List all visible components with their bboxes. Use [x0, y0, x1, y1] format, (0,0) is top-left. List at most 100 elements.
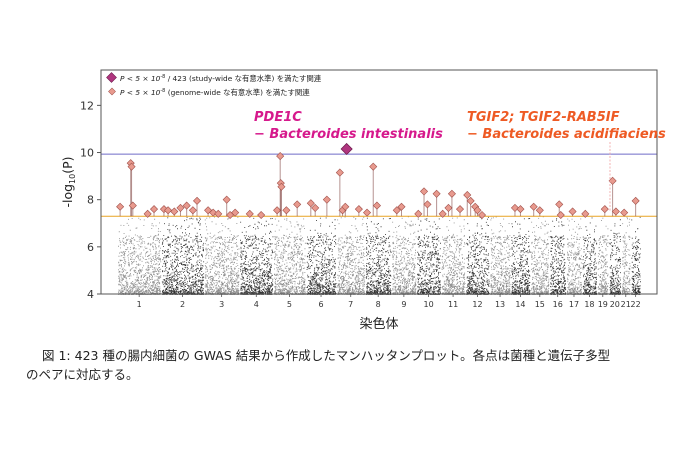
chromosome-13-points [490, 216, 511, 295]
genome-wide-hit-point [555, 200, 564, 209]
x-tick-label-chr-2: 2 [180, 300, 185, 309]
genome-wide-hit-stem [533, 209, 535, 217]
genome-wide-hit-point [477, 210, 487, 220]
genome-wide-hit-stem [131, 169, 133, 217]
legend-label-genome-wide: P < 5 × 10-8 (genome-wide な有意水準) を満たす関連 [120, 88, 310, 97]
genome-wide-hit-stem [401, 209, 403, 217]
genome-wide-hit-point [159, 205, 168, 214]
genome-wide-hit-stem [326, 202, 328, 217]
threshold-layer [101, 153, 657, 217]
genome-wide-hit-point [164, 206, 173, 215]
chromosome-20-points [609, 219, 622, 295]
y-tick-label: 8 [87, 194, 94, 207]
x-tick-label-chr-14: 14 [515, 300, 525, 309]
genome-wide-hit-stem [276, 213, 278, 217]
genome-wide-hit-stem [179, 210, 181, 217]
genome-wide-hit-stem [376, 208, 378, 217]
y-axis-title: -log10(P) [60, 156, 77, 207]
x-tick-label-chr-6: 6 [318, 300, 323, 309]
plot-frame [100, 69, 658, 295]
chromosome-17-points [566, 218, 582, 295]
x-tick-label-chr-20: 20 [610, 300, 620, 309]
chromosome-8-points [365, 217, 392, 295]
genome-wide-hit-stem [196, 203, 198, 217]
genome-wide-hit-point [455, 205, 465, 214]
chromosome-5-points [274, 218, 306, 295]
genome-wide-hit-stem [296, 207, 298, 217]
hits-layer [116, 142, 640, 220]
x-tick-label-chr-8: 8 [376, 300, 381, 309]
genome-wide-hit-stem [192, 213, 194, 217]
genome-wide-hit-stem [519, 212, 521, 217]
y-tick-label: 12 [80, 99, 94, 112]
genome-wide-hit-point [222, 195, 231, 204]
legend-marker-study-wide [106, 72, 117, 83]
genome-wide-hit-point [432, 189, 441, 198]
figure-caption: 図 1: 423 種の腸内細菌の GWAS 結果から作成したマンハッタンプロット… [26, 346, 656, 384]
genome-wide-hit-point [182, 201, 191, 210]
genome-wide-hit-stem [476, 213, 478, 217]
genome-wide-hit-stem [474, 209, 476, 217]
genome-wide-hit-point [176, 203, 185, 212]
genome-wide-hit-point [192, 196, 202, 205]
chromosome-14-points [511, 218, 531, 295]
genome-wide-hit-point [568, 207, 577, 216]
genome-wide-hit-point [276, 152, 285, 161]
y-tick-label: 4 [87, 288, 94, 301]
chromosome-21-points [621, 216, 631, 295]
genome-wide-hit-point [444, 203, 453, 212]
genome-wide-hit-point [170, 207, 179, 216]
genome-wide-hit-point [620, 208, 629, 217]
x-tick-label-chr-17: 17 [569, 300, 579, 309]
caption-line-1: 図 1: 423 種の腸内細菌の GWAS 結果から作成したマンハッタンプロット… [42, 348, 611, 363]
chromosome-11-points [441, 217, 466, 295]
genome-wide-hit-stem [163, 212, 165, 217]
genome-wide-hit-stem [153, 212, 155, 217]
genome-wide-hit-point [581, 209, 590, 218]
genome-wide-hit-stem [132, 208, 134, 217]
legend: P < 5 × 10-8 / 423 (study-wide な有意水準) を満… [106, 72, 322, 97]
x-tick-label-chr-5: 5 [287, 300, 292, 309]
study-wide-hit-point [340, 142, 353, 156]
chromosome-15-points [531, 216, 550, 295]
genome-wide-hit-point [322, 195, 331, 204]
genome-wide-hit-stem [310, 206, 312, 217]
genome-wide-hit-stem [451, 196, 453, 217]
genome-wide-hit-stem [539, 213, 541, 217]
genome-wide-hit-point [311, 203, 320, 212]
genome-wide-hit-point [369, 162, 378, 171]
genome-wide-hit-point [611, 207, 620, 216]
annotation-tgif2: TGIF2; TGIF2-RAB5IF − Bacteroides acidif… [467, 110, 666, 142]
genome-wide-hit-stem [635, 203, 637, 217]
chromosome-22-points [631, 216, 641, 295]
genome-wide-hit-stem [436, 196, 438, 217]
genome-wide-hit-point [231, 208, 240, 217]
chromosome-4-points [240, 216, 274, 295]
genome-wide-hit-point [608, 176, 617, 185]
genome-wide-hit-point [516, 205, 525, 214]
chromosome-3-points [204, 216, 240, 295]
genome-wide-hit-stem [207, 213, 209, 217]
x-tick-label-chr-12: 12 [472, 300, 482, 309]
annotation-pde1c-gene: PDE1C [254, 110, 302, 125]
genome-wide-hit-point [149, 205, 159, 214]
genome-wide-hit-stem [447, 210, 449, 217]
x-axis-title: 染色体 [359, 316, 398, 332]
x-tick-label-chr-18: 18 [584, 300, 594, 309]
genome-wide-hit-stem [339, 175, 341, 217]
genome-wide-hit-point [354, 205, 363, 214]
genome-wide-hit-point [273, 206, 282, 215]
annotation-pde1c: PDE1C − Bacteroides intestinalis [254, 110, 443, 142]
genome-wide-hit-point [128, 201, 137, 210]
genome-wide-hit-point [306, 199, 315, 208]
annotation-pde1c-species: − Bacteroides intestinalis [254, 127, 443, 142]
genome-wide-hit-stem [342, 213, 344, 217]
genome-wide-hit-stem [396, 213, 398, 217]
chromosome-7-points [337, 216, 366, 295]
legend-label-study-wide: P < 5 × 10-8 / 423 (study-wide な有意水準) を満… [120, 74, 322, 83]
annotation-tgif2-gene: TGIF2; TGIF2-RAB5IF [467, 110, 620, 125]
genome-wide-hit-stem [558, 207, 560, 217]
x-tick-label-chr-3: 3 [219, 300, 224, 309]
genome-wide-hit-stem [514, 210, 516, 217]
genome-wide-hit-point [143, 209, 152, 218]
